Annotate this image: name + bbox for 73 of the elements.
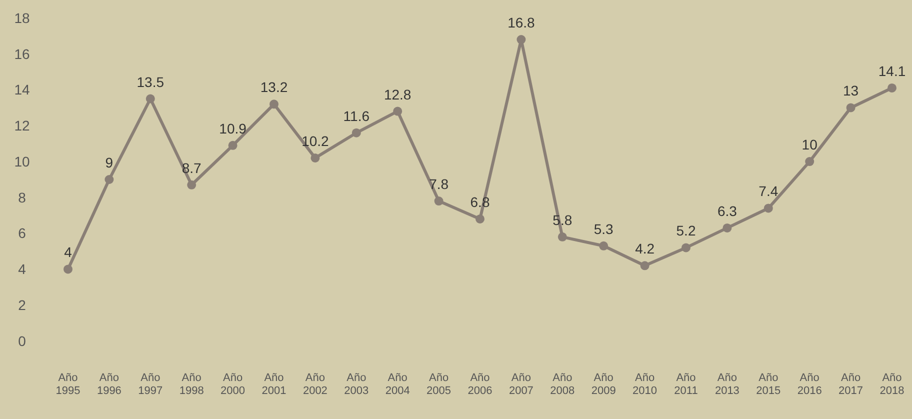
point	[599, 241, 608, 250]
y-tick-label: 6	[18, 225, 26, 242]
data-label: 4.2	[635, 240, 655, 257]
y-tick-label: 14	[14, 82, 30, 98]
x-tick-label: Año 2002	[302, 372, 328, 397]
x-tick-label: Año 2009	[591, 372, 616, 397]
point	[764, 204, 773, 213]
y-tick-label: 4	[18, 261, 26, 278]
x-tick-label: Año 1997	[138, 372, 163, 397]
x-tick-label: Año 2008	[550, 372, 575, 397]
x-tick-label: Año 2003	[344, 372, 369, 397]
data-label: 5.3	[594, 220, 614, 237]
data-label: 10	[802, 136, 818, 153]
point	[682, 243, 690, 252]
x-tick-label: Año 2018	[880, 372, 904, 397]
point	[434, 196, 444, 206]
y-tick-label: 16	[14, 46, 30, 62]
data-label: 5.8	[552, 212, 572, 228]
point	[722, 223, 732, 232]
x-tick-label: Año 1996	[96, 372, 122, 397]
x-tick-label: Año 2005	[426, 372, 452, 397]
point	[64, 264, 72, 274]
point	[104, 175, 114, 184]
data-label: 10.9	[219, 120, 247, 136]
x-tick-label: Año 2017	[838, 372, 864, 397]
point	[393, 106, 402, 116]
x-tick-label: Año 2016	[797, 372, 822, 397]
data-label: 6.3	[717, 202, 738, 219]
data-label: 13.5	[136, 74, 164, 90]
x-tick-label: Año 2011	[674, 372, 698, 397]
point	[846, 103, 856, 112]
point	[476, 214, 484, 224]
y-tick-label: 12	[14, 118, 30, 134]
point	[888, 83, 896, 92]
y-tick-label: 2	[18, 297, 26, 314]
data-label: 16.8	[508, 14, 536, 31]
x-tick-label: Año 2001	[262, 372, 286, 397]
point	[270, 100, 278, 109]
x-tick-label: Año 2013	[714, 372, 740, 397]
x-tick-label: Año 2015	[756, 372, 781, 397]
point	[187, 180, 196, 190]
data-label: 7.4	[758, 183, 778, 200]
x-tick-label: Año 1995	[56, 372, 80, 397]
data-label: 9	[105, 154, 114, 170]
y-tick-label: 18	[14, 10, 30, 26]
x-tick-label: Año 2004	[385, 372, 410, 397]
data-label: 13	[843, 82, 859, 99]
data-label: 10.2	[302, 132, 330, 149]
x-tick-label: Año 1998	[179, 372, 204, 397]
data-label: 14.1	[878, 62, 906, 79]
data-label: 7.8	[429, 176, 449, 192]
x-tick-label: Año 2010	[632, 372, 658, 397]
y-tick-label: 10	[14, 153, 30, 170]
data-label: 13.2	[260, 79, 288, 96]
data-label: 4	[64, 244, 72, 260]
point	[228, 140, 238, 150]
x-tick-label: Año 2006	[468, 372, 492, 397]
data-label: 8.7	[182, 160, 202, 176]
point	[310, 153, 320, 162]
x-tick-label: Año 2007	[508, 372, 534, 397]
x-tick-label: Año 2000	[220, 372, 246, 397]
data-label: 11.6	[343, 108, 370, 124]
point	[640, 261, 650, 270]
point	[352, 128, 361, 138]
point	[516, 35, 526, 44]
data-label: 5.2	[676, 222, 696, 239]
y-tick-label: 8	[18, 189, 26, 206]
data-label: 6.8	[470, 194, 490, 210]
y-tick-label: 0	[18, 332, 26, 349]
point	[558, 232, 567, 242]
data-label: 12.8	[384, 86, 412, 102]
point	[805, 157, 814, 166]
point	[146, 94, 155, 104]
